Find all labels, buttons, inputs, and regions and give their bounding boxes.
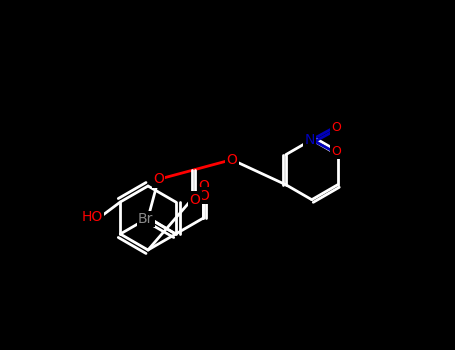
Text: Br: Br bbox=[138, 212, 153, 226]
Text: O: O bbox=[226, 153, 237, 167]
Text: O: O bbox=[153, 172, 164, 186]
Text: O: O bbox=[331, 121, 341, 134]
Text: O: O bbox=[198, 179, 209, 193]
Text: O: O bbox=[331, 145, 341, 158]
Text: O: O bbox=[190, 193, 201, 206]
Text: O: O bbox=[198, 189, 209, 203]
Text: HO: HO bbox=[81, 210, 103, 224]
Text: N: N bbox=[304, 133, 315, 147]
